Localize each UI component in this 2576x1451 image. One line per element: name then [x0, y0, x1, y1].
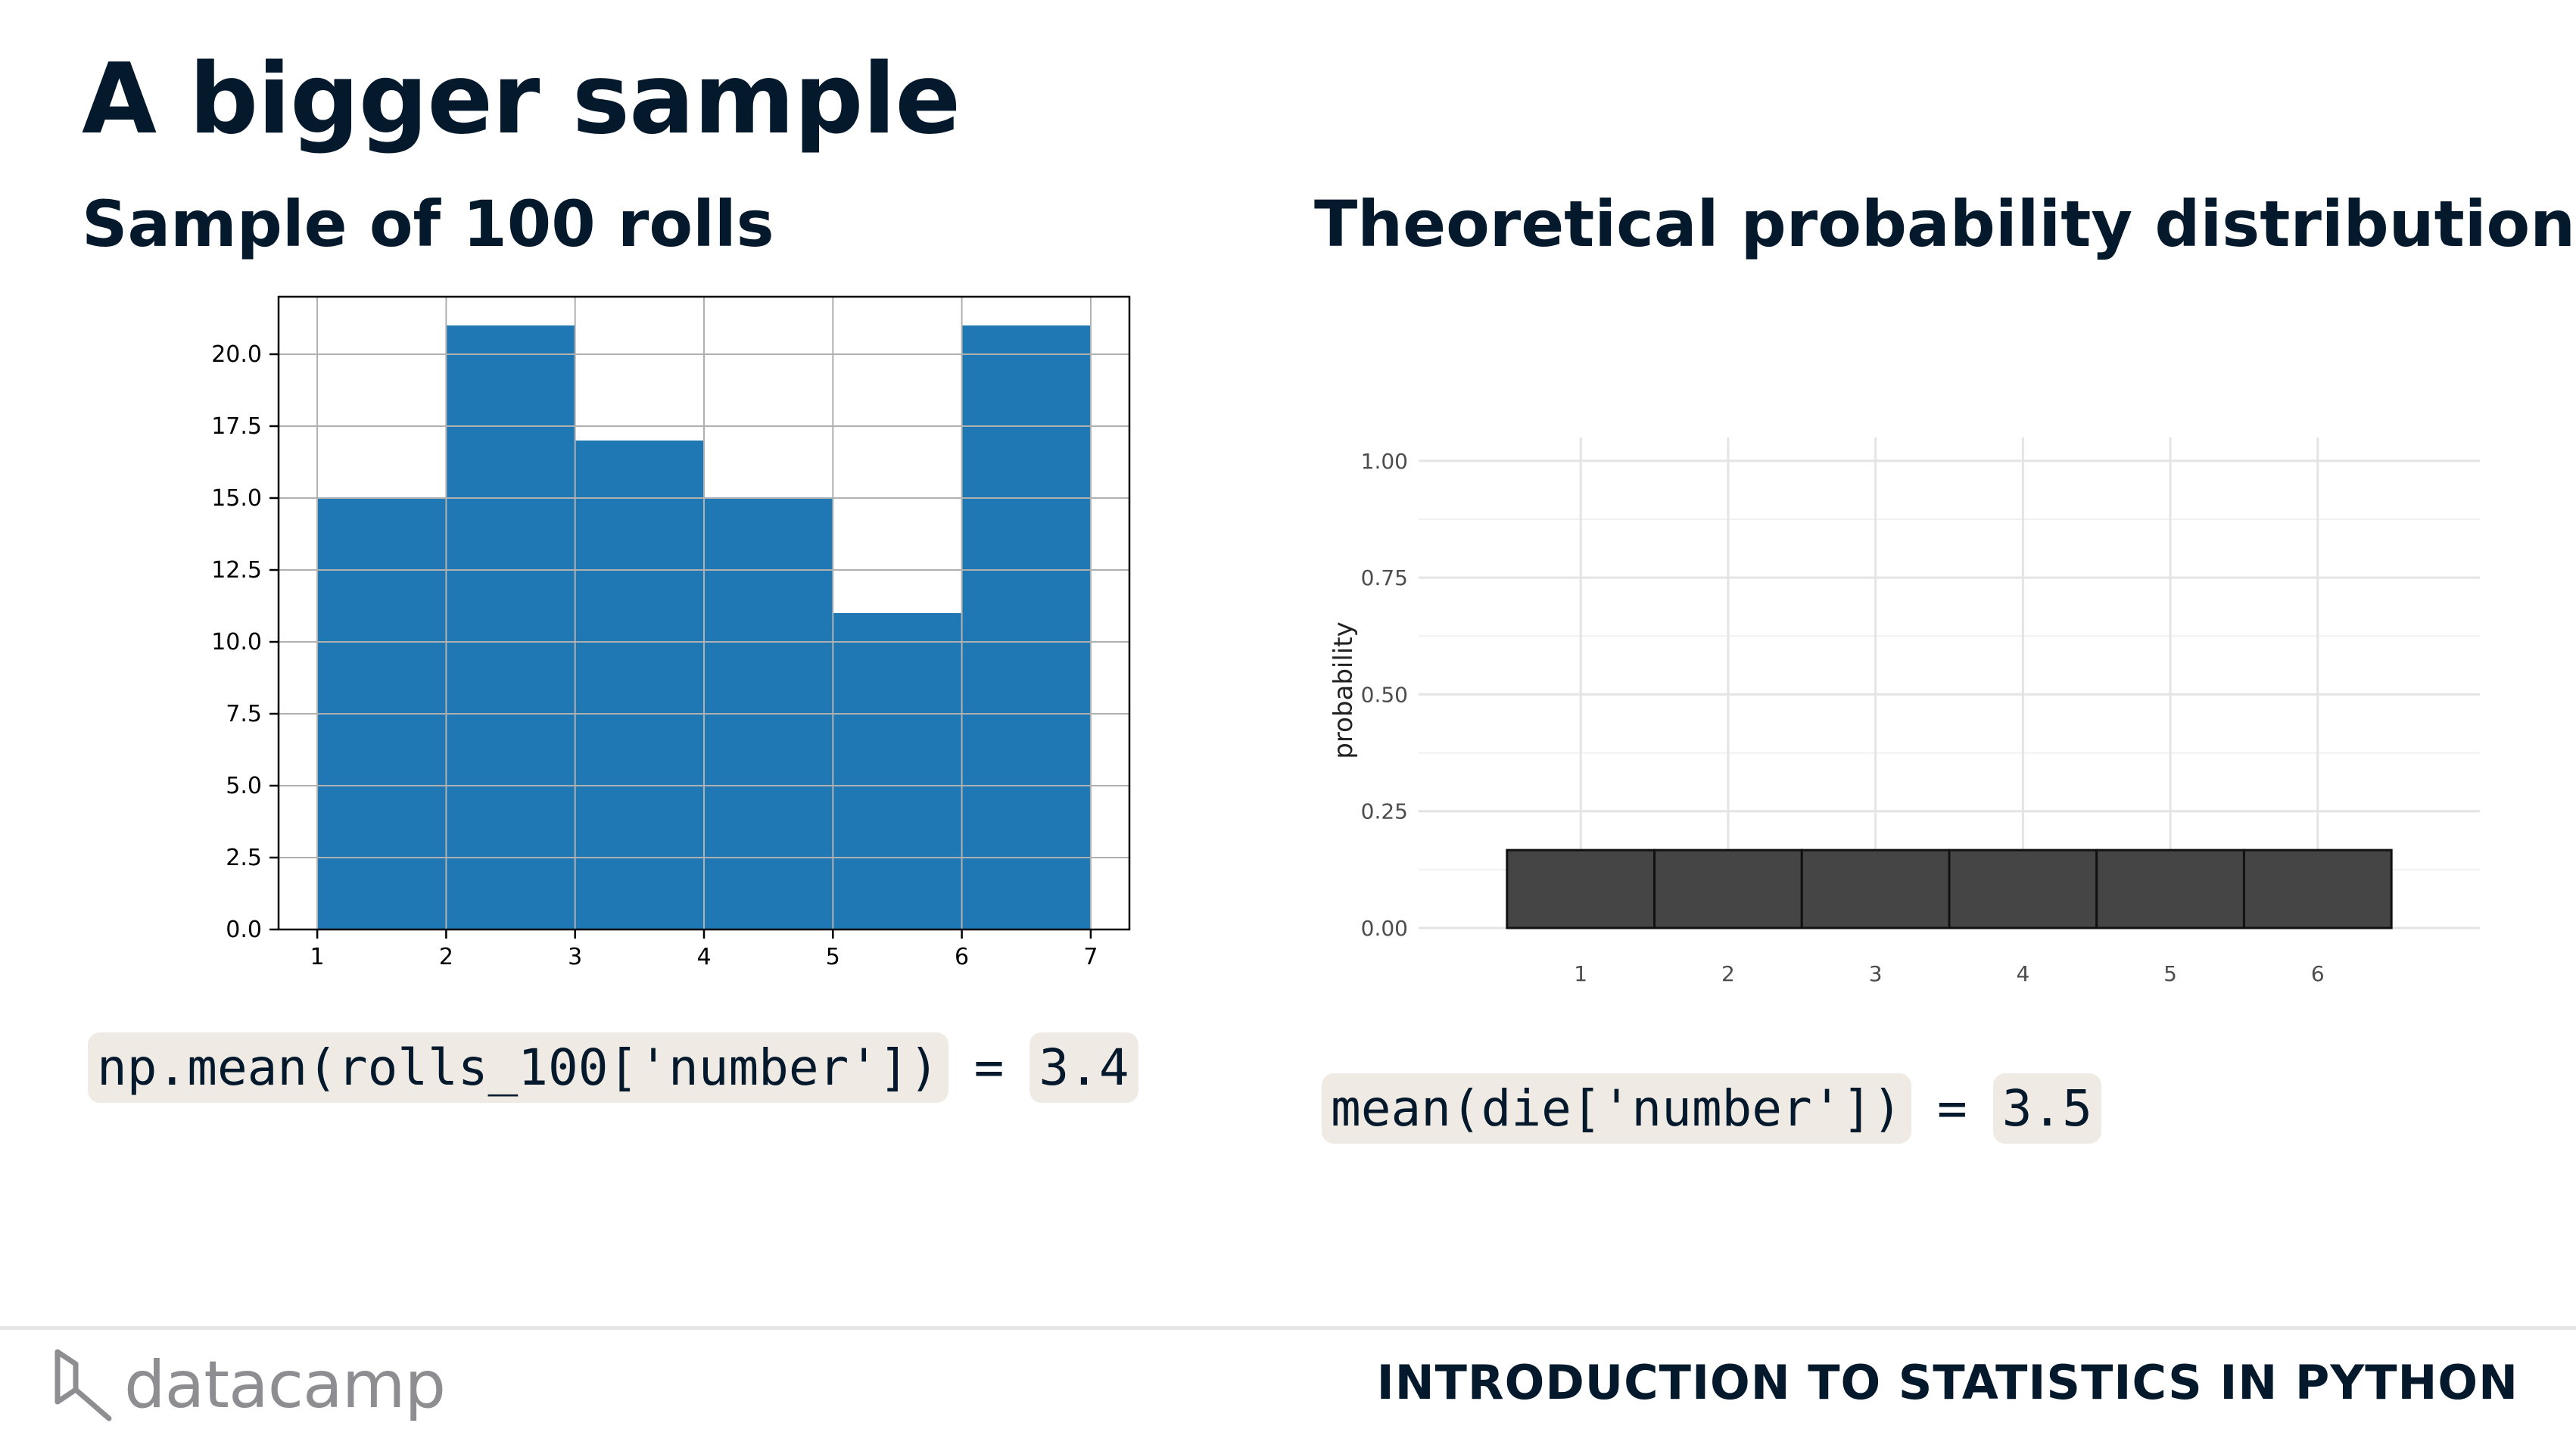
y-tick-label: 17.5: [211, 413, 262, 440]
probability-bar: [2242, 848, 2393, 929]
histogram-bar: [575, 441, 704, 929]
datacamp-logo-icon: [55, 1349, 112, 1421]
x-tick-label: 1: [1574, 961, 1587, 986]
x-tick-label: 3: [1869, 961, 1883, 986]
x-tick-label: 4: [696, 944, 711, 970]
probability-distribution-chart: 0.00 0.25 0.50 0.75 1.00 1 2 3 4 5 6 probability: [1328, 437, 2480, 986]
brand-name: datacamp: [124, 1347, 446, 1423]
y-tick-label: 10.0: [211, 629, 262, 655]
y-tick-label: 0.0: [226, 917, 262, 943]
probability-bar: [1800, 848, 1951, 929]
x-tick-label: 7: [1083, 944, 1098, 970]
probability-bar: [1506, 848, 1656, 929]
y-tick-label: 1.00: [1361, 449, 1408, 474]
y-tick-label: 7.5: [226, 701, 262, 727]
slide-title: A bigger sample: [82, 43, 961, 156]
right-subtitle: Theoretical probability distribution: [1314, 187, 2576, 261]
y-tick-label: 0.25: [1361, 799, 1408, 824]
sample-histogram: 1 2 3 4 5 6 7 0.0 2.5 5.0 7.5 10.0 12.5 15.0 17.5 20.0: [211, 295, 1131, 970]
x-tick-label: 6: [2311, 961, 2325, 986]
x-tick-label: 4: [2016, 961, 2029, 986]
x-tick-label: 2: [439, 944, 453, 970]
y-tick-label: 5.0: [226, 773, 262, 799]
probability-bar: [1948, 848, 2098, 929]
theoretical-mean-result: 3.5: [1992, 1073, 2101, 1144]
sample-mean-equals: =: [973, 1038, 1005, 1097]
y-tick-label: 12.5: [211, 557, 262, 584]
histogram-bar: [833, 613, 962, 929]
y-tick-label: 20.0: [211, 341, 262, 368]
y-axis-label: probability: [1328, 621, 1359, 758]
x-tick-label: 1: [310, 944, 325, 970]
x-tick-label: 3: [568, 944, 582, 970]
probability-bar: [1653, 848, 1803, 929]
theoretical-mean-code: mean(die['number']) = 3.5: [1322, 1073, 2101, 1144]
theoretical-mean-expression: mean(die['number']): [1322, 1073, 1911, 1144]
sample-mean-result: 3.4: [1029, 1032, 1138, 1103]
sample-mean-expression: np.mean(rolls_100['number']): [88, 1032, 948, 1103]
x-tick-label: 6: [955, 944, 969, 970]
probability-bar: [2095, 848, 2245, 929]
sample-mean-code: np.mean(rolls_100['number']) = 3.4: [88, 1032, 1138, 1103]
y-tick-label: 0.75: [1361, 565, 1408, 590]
y-tick-label: 0.00: [1361, 916, 1408, 941]
course-name: INTRODUCTION TO STATISTICS IN PYTHON: [1376, 1355, 2518, 1410]
y-tick-label: 15.0: [211, 485, 262, 512]
x-tick-label: 5: [2163, 961, 2177, 986]
y-tick-label: 2.5: [226, 845, 262, 871]
footer-divider: [0, 1326, 2576, 1330]
datacamp-logo: datacamp: [53, 1347, 446, 1423]
left-subtitle: Sample of 100 rolls: [82, 187, 774, 261]
theoretical-mean-equals: =: [1936, 1079, 1967, 1138]
y-tick-label: 0.50: [1361, 682, 1408, 707]
x-tick-label: 2: [1721, 961, 1735, 986]
x-tick-label: 5: [826, 944, 840, 970]
